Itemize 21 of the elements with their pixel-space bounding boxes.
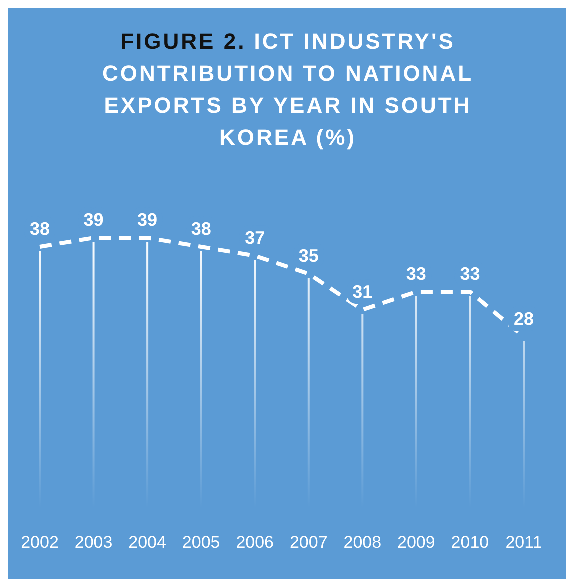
data-label: 39: [84, 210, 104, 230]
x-tick-label: 2009: [398, 533, 436, 552]
x-tick-label: 2007: [290, 533, 328, 552]
x-tick-label: 2006: [236, 533, 274, 552]
data-label: 38: [191, 219, 212, 239]
x-tick-label: 2002: [21, 533, 59, 552]
data-label: 39: [138, 210, 158, 230]
data-label: 38: [30, 219, 50, 239]
chart-title: FIGURE 2. ICT INDUSTRY'S CONTRIBUTION TO NATIONAL EXPORTS BY YEAR IN SOUTH KOREA (%): [101, 28, 475, 152]
x-tick-label: 2010: [451, 533, 490, 552]
data-label: 28: [514, 309, 534, 329]
data-label: 37: [245, 228, 266, 248]
data-label: 33: [406, 264, 426, 284]
x-tick-label: 2005: [182, 533, 220, 552]
data-label: 35: [298, 246, 319, 266]
data-label: 33: [460, 264, 480, 284]
x-tick-label: 2004: [128, 533, 166, 552]
x-tick-label: 2008: [344, 533, 382, 552]
x-tick-label: 2011: [506, 533, 542, 552]
data-label: 31: [352, 282, 373, 302]
x-tick-label: 2003: [74, 533, 113, 552]
